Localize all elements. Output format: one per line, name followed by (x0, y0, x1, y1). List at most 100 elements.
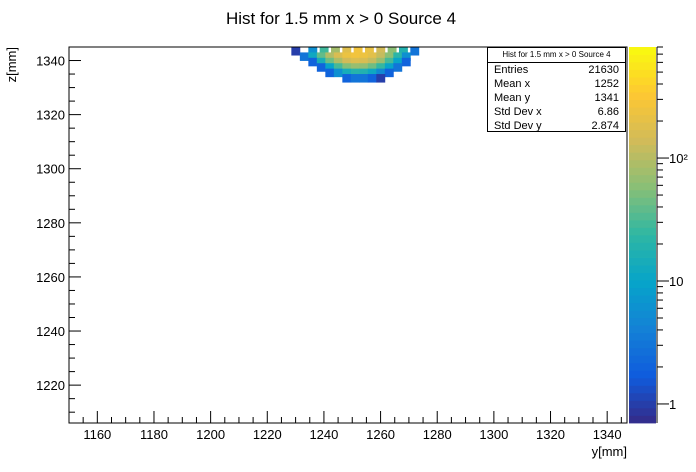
heatmap-cell (367, 68, 377, 78)
stats-label: Std Dev y (494, 120, 542, 132)
palette-band (629, 317, 656, 326)
palette-band (629, 84, 656, 93)
y-tick-label: 1260 (36, 270, 65, 285)
palette-band (629, 219, 656, 228)
stats-title: Hist for 1.5 mm x > 0 Source 4 (488, 48, 625, 63)
palette-band (629, 212, 656, 221)
stats-value: 1252 (594, 78, 619, 90)
heatmap-cell (393, 57, 403, 67)
heatmap-cell (367, 57, 377, 67)
heatmap-cell (353, 47, 363, 56)
heatmap-cell (376, 68, 386, 78)
palette-band (629, 144, 656, 153)
palette-band (629, 392, 656, 401)
heatmap-cell (316, 63, 326, 72)
x-tick-label: 1280 (423, 427, 452, 442)
palette-band (629, 302, 656, 311)
palette-band (629, 99, 656, 108)
palette-band (629, 310, 656, 319)
heatmap-cell (367, 63, 377, 72)
y-axis: 1220 1240 1260 1280 1300 1320 1340 (36, 46, 81, 413)
palette-band (629, 167, 656, 176)
palette-band (629, 242, 656, 251)
heatmap-cell (401, 52, 411, 61)
palette-band (629, 174, 656, 183)
heatmap-cell (376, 47, 386, 56)
heatmap-cell (325, 68, 335, 78)
palette-band (629, 280, 656, 289)
x-tick-label: 1300 (479, 427, 508, 442)
heatmap-cell (319, 47, 329, 56)
heatmap-cell (308, 52, 318, 61)
heatmap-cell (384, 68, 394, 78)
heatmap-cell (350, 52, 360, 61)
stats-row-mean-x: Mean x 1252 (488, 77, 625, 91)
palette-band (629, 355, 656, 364)
heatmap-cell (291, 47, 301, 56)
chart-title: Hist for 1.5 mm x > 0 Source 4 (226, 9, 456, 28)
heatmap-cell (359, 63, 369, 72)
heatmap-cell (376, 57, 386, 67)
palette-band (629, 385, 656, 394)
heatmap-cell (333, 57, 343, 67)
palette-band (629, 377, 656, 386)
palette-band (629, 347, 656, 356)
stats-row-mean-y: Mean y 1341 (488, 91, 625, 105)
palette-band (629, 47, 656, 55)
y-axis-label: z[mm] (4, 47, 19, 82)
heatmap-cell (342, 47, 352, 56)
palette-band (629, 152, 656, 161)
palette-band (629, 69, 656, 78)
stats-value: 21630 (588, 64, 619, 76)
heatmap-cell (331, 47, 340, 56)
heatmap-cell (376, 63, 386, 72)
heatmap-cell (342, 74, 352, 83)
z-tick-label: 1 (669, 397, 676, 412)
heatmap-cell (316, 52, 326, 61)
stats-label: Entries (494, 64, 529, 76)
heatmap-cell (350, 57, 360, 67)
heatmap-cell (376, 74, 386, 83)
x-axis: 1160 1180 1200 1220 1240 1260 1280 1300 1320 1340 (68, 411, 622, 442)
heatmap-cell (359, 68, 369, 78)
stats-label: Mean x (494, 78, 531, 90)
x-tick-label: 1340 (593, 427, 622, 442)
palette-band (629, 370, 656, 379)
heatmap-cell (333, 52, 343, 61)
stats-label: Std Dev x (494, 106, 542, 118)
z-tick-label: 10² (669, 151, 688, 166)
palette-band (629, 182, 656, 191)
palette-band (629, 129, 656, 138)
color-palette (629, 47, 656, 424)
palette-band (629, 235, 656, 243)
stats-value: 1341 (594, 92, 619, 104)
y-tick-label: 1320 (36, 108, 65, 123)
heatmap-cell (359, 74, 369, 83)
heatmap-cell (325, 52, 335, 61)
heatmap-cell (299, 52, 309, 61)
palette-band (629, 265, 656, 273)
heatmap-cell (376, 52, 386, 61)
heatmap-cell (384, 63, 394, 72)
heatmap-cell (387, 47, 397, 56)
heatmap-cell (398, 47, 408, 56)
palette-band (629, 159, 656, 168)
heatmap-cell (367, 74, 377, 83)
heatmap-cell (384, 52, 394, 61)
palette-band (629, 122, 656, 131)
stats-value: 6.86 (597, 106, 619, 118)
heatmap-cell (342, 57, 352, 67)
heatmap-cell (333, 63, 343, 72)
z-tick-label: 10 (669, 274, 683, 289)
heatmap-cell (342, 68, 352, 78)
palette-band (629, 332, 656, 341)
palette-band (629, 287, 656, 296)
x-axis-label: y[mm] (592, 444, 627, 459)
heatmap-cell (325, 63, 335, 72)
stats-label: Mean y (494, 92, 531, 104)
palette-band (629, 197, 656, 206)
stats-row-std-dev-x: Std Dev x 6.86 (488, 105, 625, 119)
y-tick-label: 1280 (36, 216, 65, 231)
stats-box: Hist for 1.5 mm x > 0 Source 4 Entries 2… (487, 47, 626, 132)
